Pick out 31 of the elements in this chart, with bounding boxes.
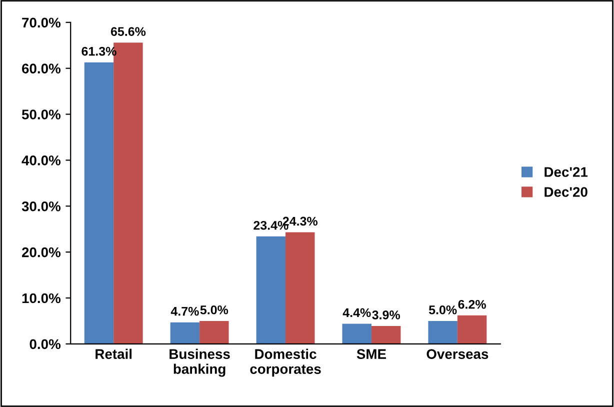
y-tick-label: 40.0% xyxy=(22,156,61,166)
x-tick-label: Domestic corporates xyxy=(250,348,321,377)
bar xyxy=(84,62,114,344)
bar xyxy=(256,236,286,344)
legend-label: Dec'20 xyxy=(544,187,588,197)
data-label: 6.2% xyxy=(458,300,486,309)
y-tick-label: 60.0% xyxy=(22,64,61,74)
y-tick-label: 10.0% xyxy=(22,293,61,304)
x-tick-label: Retail xyxy=(96,348,132,359)
bar xyxy=(428,320,458,344)
x-tick-label: Overseas xyxy=(426,349,488,359)
y-tick-label: 30.0% xyxy=(22,201,61,212)
y-tick-label: 20.0% xyxy=(22,247,61,258)
x-tick-label: SME xyxy=(356,349,386,359)
data-label: 5.0% xyxy=(200,305,228,314)
bar xyxy=(371,326,401,344)
data-label: 5.0% xyxy=(428,305,457,314)
bar xyxy=(170,322,200,344)
data-label: 65.6% xyxy=(110,27,146,36)
data-label: 3.9% xyxy=(372,310,400,320)
data-label: 4.7% xyxy=(170,306,199,316)
legend-label: Dec'21 xyxy=(544,167,588,177)
bar xyxy=(286,232,315,344)
x-tick-label: Business banking xyxy=(170,348,230,377)
y-tick-label: 50.0% xyxy=(22,110,61,120)
data-label: 4.4% xyxy=(342,308,371,318)
y-tick-label: 0.0% xyxy=(30,339,61,350)
bar xyxy=(342,324,372,344)
bar xyxy=(200,320,229,344)
bar xyxy=(457,315,487,344)
y-tick-label: 70.0% xyxy=(22,18,61,28)
